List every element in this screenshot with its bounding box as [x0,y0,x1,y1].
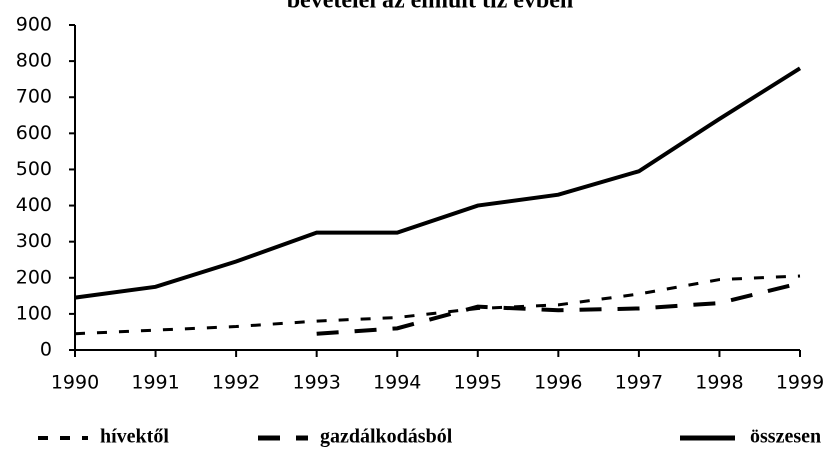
y-tick-label: 400 [16,194,52,216]
series-line [316,281,801,336]
chart-title: bevételei az elmúlt tíz évben [287,0,574,14]
y-tick-label: 500 [16,158,52,180]
legend-label: összesen [750,426,821,448]
legend-label: hívektől [100,426,169,448]
x-tick-label: 1999 [776,372,824,394]
legend-label: gazdálkodásból [320,426,453,448]
x-tick-label: 1998 [695,372,743,394]
y-tick-label: 0 [40,339,52,361]
y-tick-label: 900 [16,14,52,36]
x-tick-label: 1990 [51,372,99,394]
y-tick-label: 800 [16,50,52,72]
x-tick-label: 1995 [454,372,502,394]
x-tick-label: 1997 [615,372,663,394]
series-line [74,66,802,300]
y-tick-label: 600 [16,122,52,144]
x-tick-label: 1996 [534,372,582,394]
series-line [74,274,801,336]
x-tick-label: 1993 [292,372,340,394]
x-tick-label: 1991 [131,372,179,394]
y-tick-label: 300 [16,230,52,252]
y-tick-label: 200 [16,266,52,288]
x-tick-label: 1994 [373,372,421,394]
y-tick-label: 100 [16,302,52,324]
x-tick-label: 1992 [212,372,260,394]
y-tick-label: 700 [16,86,52,108]
